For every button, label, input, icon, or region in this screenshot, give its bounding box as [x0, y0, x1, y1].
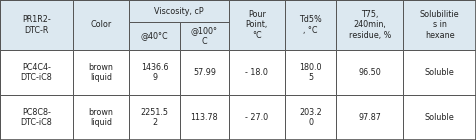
Bar [73, 95, 129, 140]
Bar [0, 0, 73, 50]
Bar [285, 95, 336, 140]
Bar [129, 0, 228, 22]
Bar [403, 50, 476, 95]
Bar [129, 50, 180, 95]
Text: Soluble: Soluble [425, 113, 455, 122]
Bar [336, 95, 403, 140]
Text: PR1R2-
DTC-R: PR1R2- DTC-R [22, 15, 50, 35]
Bar [228, 0, 285, 50]
Bar [180, 22, 228, 50]
Bar [403, 95, 476, 140]
Text: brown
liquid: brown liquid [89, 108, 113, 127]
Bar [0, 95, 73, 140]
Text: 97.87: 97.87 [358, 113, 381, 122]
Text: T75,
240min,
residue, %: T75, 240min, residue, % [348, 10, 391, 40]
Text: 1436.6
9: 1436.6 9 [141, 63, 169, 82]
Text: - 18.0: - 18.0 [246, 68, 268, 77]
Text: Solubilitie
s in
hexane: Solubilitie s in hexane [420, 10, 459, 40]
Text: PC4C4-
DTC-iC8: PC4C4- DTC-iC8 [20, 63, 52, 82]
Bar [336, 50, 403, 95]
Bar [180, 95, 228, 140]
Bar [129, 95, 180, 140]
Text: @40°C: @40°C [141, 32, 169, 41]
Bar [73, 0, 129, 50]
Text: 2251.5
2: 2251.5 2 [140, 108, 169, 127]
Bar [403, 0, 476, 50]
Text: - 27.0: - 27.0 [245, 113, 268, 122]
Text: Pour
Point,
°C: Pour Point, °C [246, 10, 268, 40]
Text: PC8C8-
DTC-iC8: PC8C8- DTC-iC8 [20, 108, 52, 127]
Bar [285, 0, 336, 50]
Text: Td5%
, °C: Td5% , °C [299, 15, 322, 35]
Bar [228, 95, 285, 140]
Text: @100°
C: @100° C [191, 26, 218, 46]
Text: 96.50: 96.50 [358, 68, 381, 77]
Bar [180, 50, 228, 95]
Bar [129, 22, 180, 50]
Text: brown
liquid: brown liquid [89, 63, 113, 82]
Bar [336, 0, 403, 50]
Text: 203.2
0: 203.2 0 [299, 108, 322, 127]
Bar [73, 50, 129, 95]
Bar [0, 50, 73, 95]
Text: Color: Color [90, 20, 111, 29]
Text: Soluble: Soluble [425, 68, 455, 77]
Text: 57.99: 57.99 [193, 68, 216, 77]
Bar [285, 50, 336, 95]
Text: 113.78: 113.78 [190, 113, 218, 122]
Text: 180.0
5: 180.0 5 [299, 63, 322, 82]
Text: Viscosity, cP: Viscosity, cP [154, 7, 204, 16]
Bar [228, 50, 285, 95]
